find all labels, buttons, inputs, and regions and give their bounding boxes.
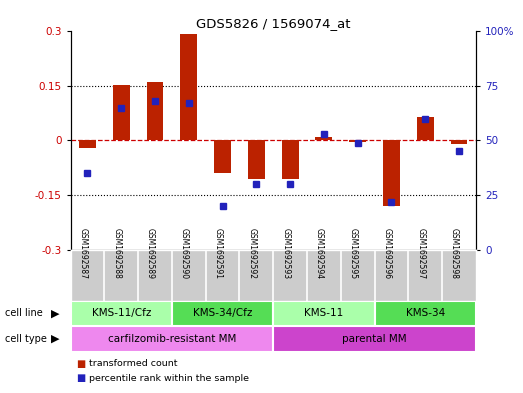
Title: GDS5826 / 1569074_at: GDS5826 / 1569074_at	[196, 17, 350, 30]
Text: KMS-34/Cfz: KMS-34/Cfz	[193, 309, 252, 318]
Text: KMS-11: KMS-11	[304, 309, 344, 318]
Text: GSM1692594: GSM1692594	[315, 228, 324, 279]
Bar	[180, 34, 197, 140]
Text: ■: ■	[76, 373, 85, 383]
Text: ■: ■	[76, 358, 85, 369]
Text: transformed count: transformed count	[89, 359, 177, 368]
Bar	[273, 326, 476, 352]
Bar	[248, 140, 265, 179]
Bar	[71, 326, 273, 352]
Text: GSM1692598: GSM1692598	[450, 228, 459, 279]
Text: percentile rank within the sample: percentile rank within the sample	[89, 374, 249, 382]
Text: cell type: cell type	[5, 334, 47, 344]
Bar	[383, 140, 400, 206]
Bar	[374, 301, 476, 326]
Text: GSM1692591: GSM1692591	[213, 228, 223, 279]
Text: carfilzomib-resistant MM: carfilzomib-resistant MM	[108, 334, 236, 344]
Bar	[172, 301, 273, 326]
Text: cell line: cell line	[5, 309, 43, 318]
Bar	[214, 140, 231, 173]
Bar	[417, 117, 434, 140]
Text: GSM1692588: GSM1692588	[112, 228, 121, 279]
Bar	[315, 137, 333, 140]
Bar	[273, 301, 374, 326]
Bar	[113, 85, 130, 140]
Text: GSM1692593: GSM1692593	[281, 228, 290, 279]
Text: ▶: ▶	[51, 309, 59, 318]
Text: ▶: ▶	[51, 334, 59, 344]
Text: GSM1692589: GSM1692589	[146, 228, 155, 279]
Bar	[451, 140, 468, 144]
Text: parental MM: parental MM	[342, 334, 407, 344]
Bar	[79, 140, 96, 148]
Text: GSM1692590: GSM1692590	[180, 228, 189, 279]
Text: KMS-11/Cfz: KMS-11/Cfz	[92, 309, 151, 318]
Bar	[349, 140, 366, 142]
Text: GSM1692596: GSM1692596	[382, 228, 392, 279]
Text: GSM1692587: GSM1692587	[78, 228, 87, 279]
Text: GSM1692595: GSM1692595	[349, 228, 358, 279]
Text: GSM1692592: GSM1692592	[247, 228, 256, 279]
Bar	[282, 140, 299, 179]
Bar	[146, 82, 164, 140]
Text: KMS-34: KMS-34	[406, 309, 445, 318]
Text: GSM1692597: GSM1692597	[416, 228, 425, 279]
Bar	[71, 301, 172, 326]
